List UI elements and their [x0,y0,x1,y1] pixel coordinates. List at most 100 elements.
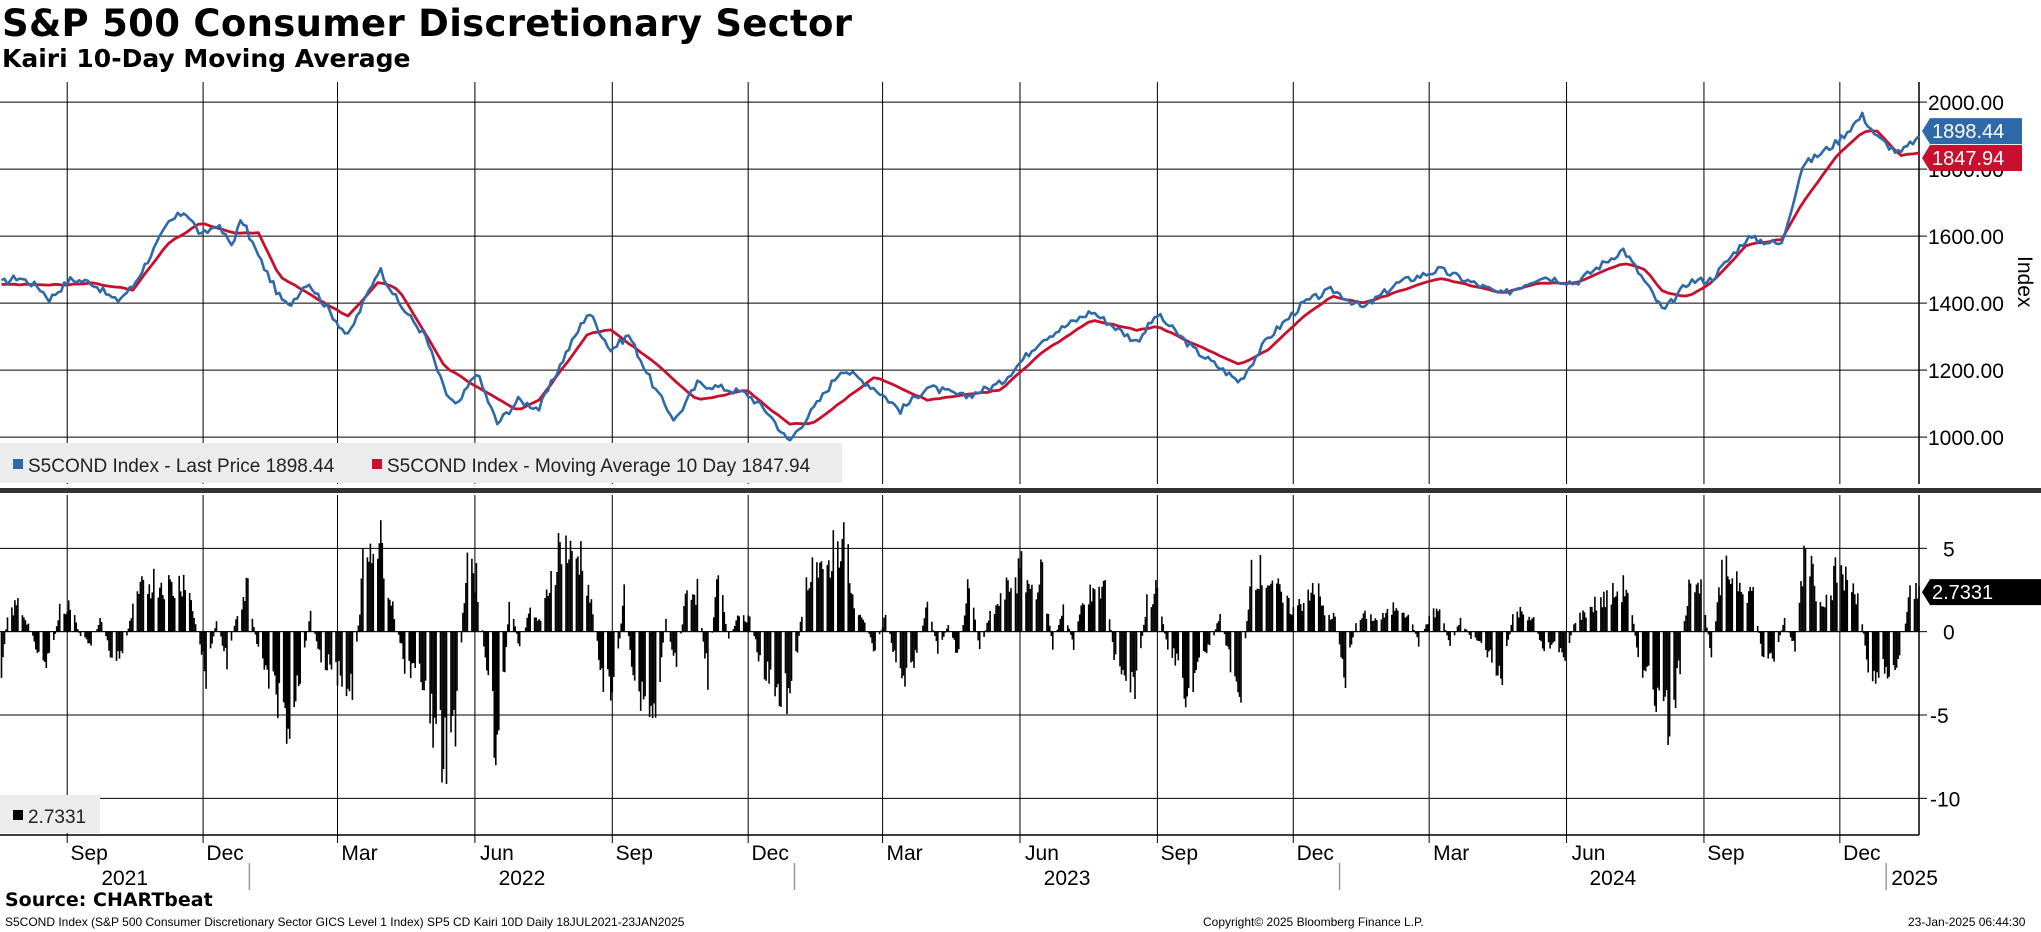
kairi-bar [1122,631,1124,670]
kairi-bar [1509,631,1511,635]
kairi-bar [1298,598,1300,632]
kairi-bar [681,624,684,632]
kairi-bar [1528,616,1530,632]
chart-title: S&P 500 Consumer Discretionary Sector [2,2,853,45]
kairi-bar [1056,629,1059,632]
x-tick-label: Dec [1843,842,1880,865]
kairi-bar [1871,631,1874,682]
kairi-bar [466,552,469,632]
kairi-bar [109,631,112,658]
kairi-bar [627,631,630,637]
kairi-bar [1857,593,1859,632]
kairi-bar [147,594,149,632]
kairi-bar [547,595,549,632]
kairi-bar [860,617,863,632]
kairi-bar [805,577,808,632]
price-last-tag-shape [1922,118,2022,145]
kairi-bar [1804,548,1807,632]
kairi-bar [672,631,675,656]
kairi-bar [1292,607,1295,632]
kairi-bar [1235,631,1238,682]
kairi-bar [178,575,180,632]
kairi-bar [1707,631,1710,635]
kairi-bar [27,623,30,632]
kairi-bar [157,597,160,632]
kairi-bar [1854,594,1856,632]
kairi-bar [1800,581,1802,632]
kairi-bar [1331,618,1333,632]
kairi-bar [439,631,442,710]
kairi-bar [598,631,600,660]
kairi-bar [203,631,206,672]
kairi-bar [1625,589,1628,632]
kairi-bar [1885,631,1887,667]
kairi-bar [893,631,896,651]
price-y-axis-label: Index [2013,256,2036,308]
kairi-bar [978,631,981,650]
kairi-bar [1676,631,1678,669]
kairi-bar [550,571,552,632]
kairi-bar [968,588,970,632]
kairi-bar [1531,618,1533,632]
kairi-bar [1898,631,1901,656]
kairi-bar [420,631,422,683]
kairi-bar [268,631,270,689]
kairi-bar [1435,608,1438,632]
kairi-bar [693,594,696,632]
kairi-bar [498,631,500,731]
kairi-bar [1258,589,1260,632]
kairi-bar [704,631,706,659]
kairi-bar [400,631,403,644]
kairi-bar [1479,631,1481,642]
price-y-tick-label: 1600.00 [1928,226,2004,249]
kairi-bar [1214,629,1217,632]
kairi-bar [241,609,243,632]
kairi-bar [397,631,400,635]
kairi-bar [1686,606,1689,632]
kairi-bar [1580,619,1583,632]
kairi-bar [1831,600,1834,632]
kairi-bar [266,631,269,670]
panel-divider [0,488,2041,493]
kairi-bar [837,541,839,632]
kairi-bar [1564,631,1566,661]
kairi-bar [1407,614,1410,632]
kairi-bar [1748,591,1750,632]
kairi-bar [188,592,191,632]
kairi-bar [1173,631,1175,649]
kairi-bar [1846,579,1849,632]
kairi-bar [1874,631,1877,684]
kairi-bar [1909,585,1911,632]
kairi-bar [1223,631,1226,635]
kairi-bar [69,609,71,632]
kairi-bar [1532,617,1535,632]
kairi-bar [211,631,213,644]
kairi-bar [1771,631,1774,659]
kairi-bar [366,557,369,632]
kairi-bar [1437,611,1439,632]
kairi-bar [462,612,464,632]
kairi-bar [162,595,164,632]
kairi-bar [536,620,539,632]
kairi-bar [932,630,935,632]
kairi-bar [1495,631,1498,676]
kairi-bar [1718,587,1720,632]
kairi-bar [633,631,636,681]
kairi-bar [1373,620,1375,632]
kairi-bar [75,622,77,632]
kairi-bar [1187,631,1190,689]
kairi-bar [1004,599,1006,632]
kairi-bar [209,631,212,649]
kairi-bar [1906,611,1908,632]
kairi-bar [890,631,893,643]
kairi-bar [1111,631,1114,642]
kairi-bar [1861,624,1864,632]
kairi-bar [539,620,542,632]
kairi-bar [1332,612,1335,632]
kairi-bar [859,614,861,632]
kairi-bar [1761,631,1763,657]
kairi-bar [288,631,291,739]
kairi-bar [1845,566,1847,632]
kairi-bar [150,598,152,632]
kairi-bar [1740,591,1743,632]
